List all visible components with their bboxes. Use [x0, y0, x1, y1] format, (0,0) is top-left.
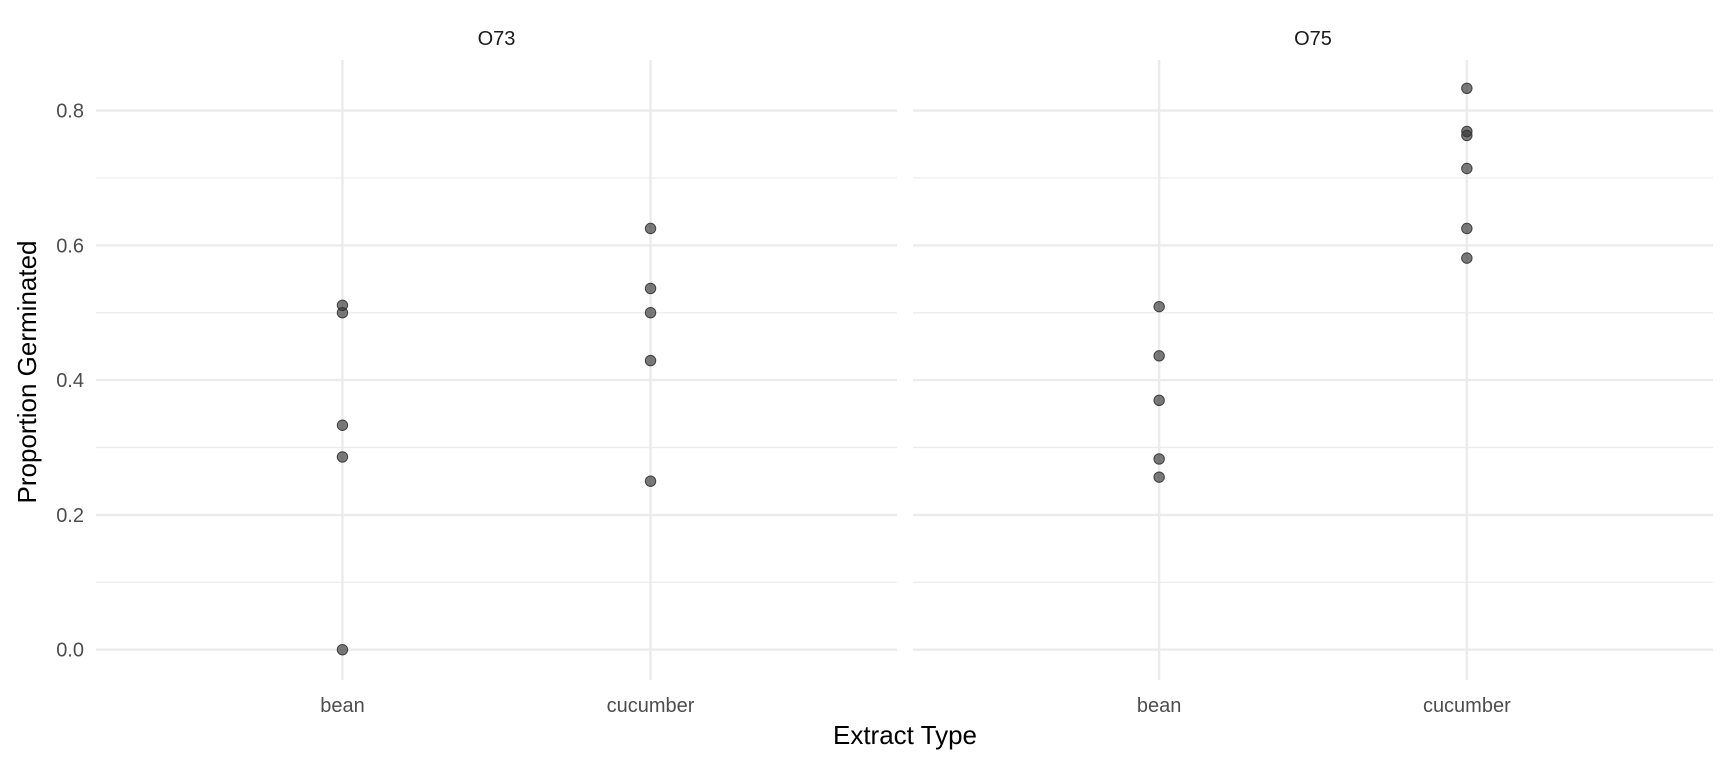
x-tick-label: bean — [1137, 695, 1182, 717]
x-axis-title: Extract Type — [833, 720, 977, 750]
data-point — [1461, 82, 1473, 95]
data-point — [336, 643, 349, 656]
data-point — [336, 307, 349, 319]
grid-lines — [96, 60, 1713, 680]
data-point — [1153, 300, 1165, 313]
data-point — [336, 419, 349, 431]
panel-strip-label: O75 — [1294, 28, 1332, 50]
y-tick-label: 0.4 — [56, 370, 84, 392]
data-point — [644, 354, 657, 367]
x-tick-label: cucumber — [1423, 695, 1511, 717]
y-tick-label: 0.2 — [56, 505, 84, 527]
data-point — [1153, 394, 1165, 407]
x-tick-label: bean — [320, 695, 365, 717]
data-point — [644, 475, 657, 487]
data-point — [1461, 222, 1473, 235]
data-point — [1153, 350, 1165, 362]
x-tick-labels: bean cucumber bean cucumber — [320, 695, 1511, 717]
y-tick-label: 0.6 — [56, 235, 84, 257]
y-tick-labels: 0.0 0.2 0.4 0.6 0.8 — [56, 101, 84, 662]
panel-strip-label: O73 — [478, 28, 516, 50]
data-point — [1461, 162, 1473, 175]
data-point — [644, 222, 657, 235]
data-point — [1153, 471, 1165, 483]
y-tick-label: 0.8 — [56, 101, 84, 123]
data-point — [644, 307, 657, 319]
data-point — [1461, 129, 1473, 142]
data-points — [336, 82, 1473, 656]
data-point — [1153, 453, 1165, 465]
data-point — [1461, 252, 1473, 264]
x-tick-label: cucumber — [607, 695, 695, 717]
data-point — [644, 282, 657, 295]
panel-strip-labels: O73 O75 — [478, 28, 1332, 50]
y-axis-title: Proportion Germinated — [12, 240, 42, 503]
y-tick-label: 0.0 — [56, 640, 84, 662]
data-point — [336, 451, 349, 463]
